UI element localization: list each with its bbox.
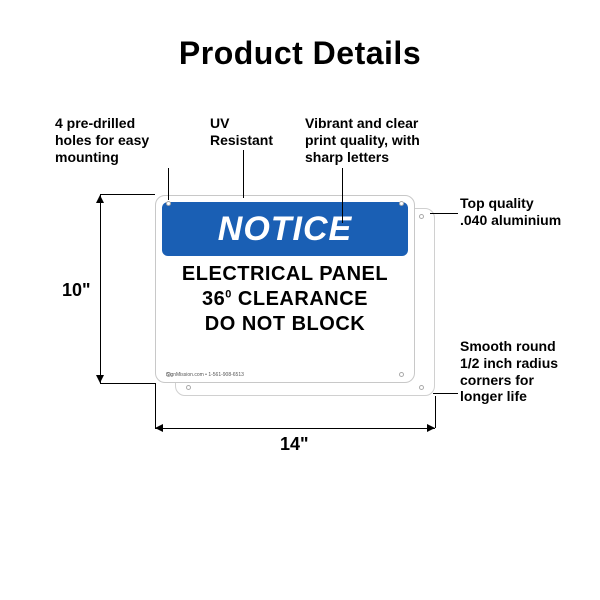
hole-icon	[419, 385, 424, 390]
leader-line	[168, 168, 169, 200]
hole-icon	[419, 214, 424, 219]
hole-icon	[166, 201, 171, 206]
notice-text: NOTICE	[218, 210, 352, 249]
leader-line	[243, 150, 244, 198]
sign-line-1: ELECTRICAL PANEL	[162, 262, 408, 287]
page-title: Product Details	[0, 0, 600, 72]
product-diagram: NOTICE ELECTRICAL PANEL 360 CLEARANCE DO…	[0, 100, 600, 600]
sign-line-3: DO NOT BLOCK	[162, 312, 408, 337]
tick-line	[435, 396, 436, 428]
callout-uv: UV Resistant	[210, 115, 290, 149]
arrow-up-icon	[96, 195, 104, 203]
tick-line	[100, 383, 155, 384]
hole-icon	[399, 372, 404, 377]
height-dim-text: 10"	[62, 280, 91, 301]
sign-line-2: 360 CLEARANCE	[162, 287, 408, 312]
tick-line	[155, 383, 156, 428]
callout-aluminium: Top quality .040 aluminium	[460, 195, 590, 229]
hole-icon	[186, 385, 191, 390]
callout-corners: Smooth round 1/2 inch radius corners for…	[460, 338, 590, 405]
width-dim-text: 14"	[280, 434, 309, 455]
width-dim-line	[155, 428, 435, 429]
notice-header: NOTICE	[162, 202, 408, 256]
height-dim-line	[100, 195, 101, 383]
leader-line	[342, 168, 343, 223]
arrow-left-icon	[155, 424, 163, 432]
arrow-down-icon	[96, 375, 104, 383]
leader-line	[430, 213, 458, 214]
leader-line	[433, 393, 458, 394]
brand-text: SignMission.com • 1-561-908-6513	[166, 372, 244, 378]
hole-icon	[399, 201, 404, 206]
arrow-right-icon	[427, 424, 435, 432]
callout-print: Vibrant and clear print quality, with sh…	[305, 115, 465, 165]
sign-body: ELECTRICAL PANEL 360 CLEARANCE DO NOT BL…	[162, 262, 408, 337]
callout-holes: 4 pre-drilled holes for easy mounting	[55, 115, 185, 165]
tick-line	[100, 194, 155, 195]
sign-front-plate: NOTICE ELECTRICAL PANEL 360 CLEARANCE DO…	[155, 195, 415, 383]
